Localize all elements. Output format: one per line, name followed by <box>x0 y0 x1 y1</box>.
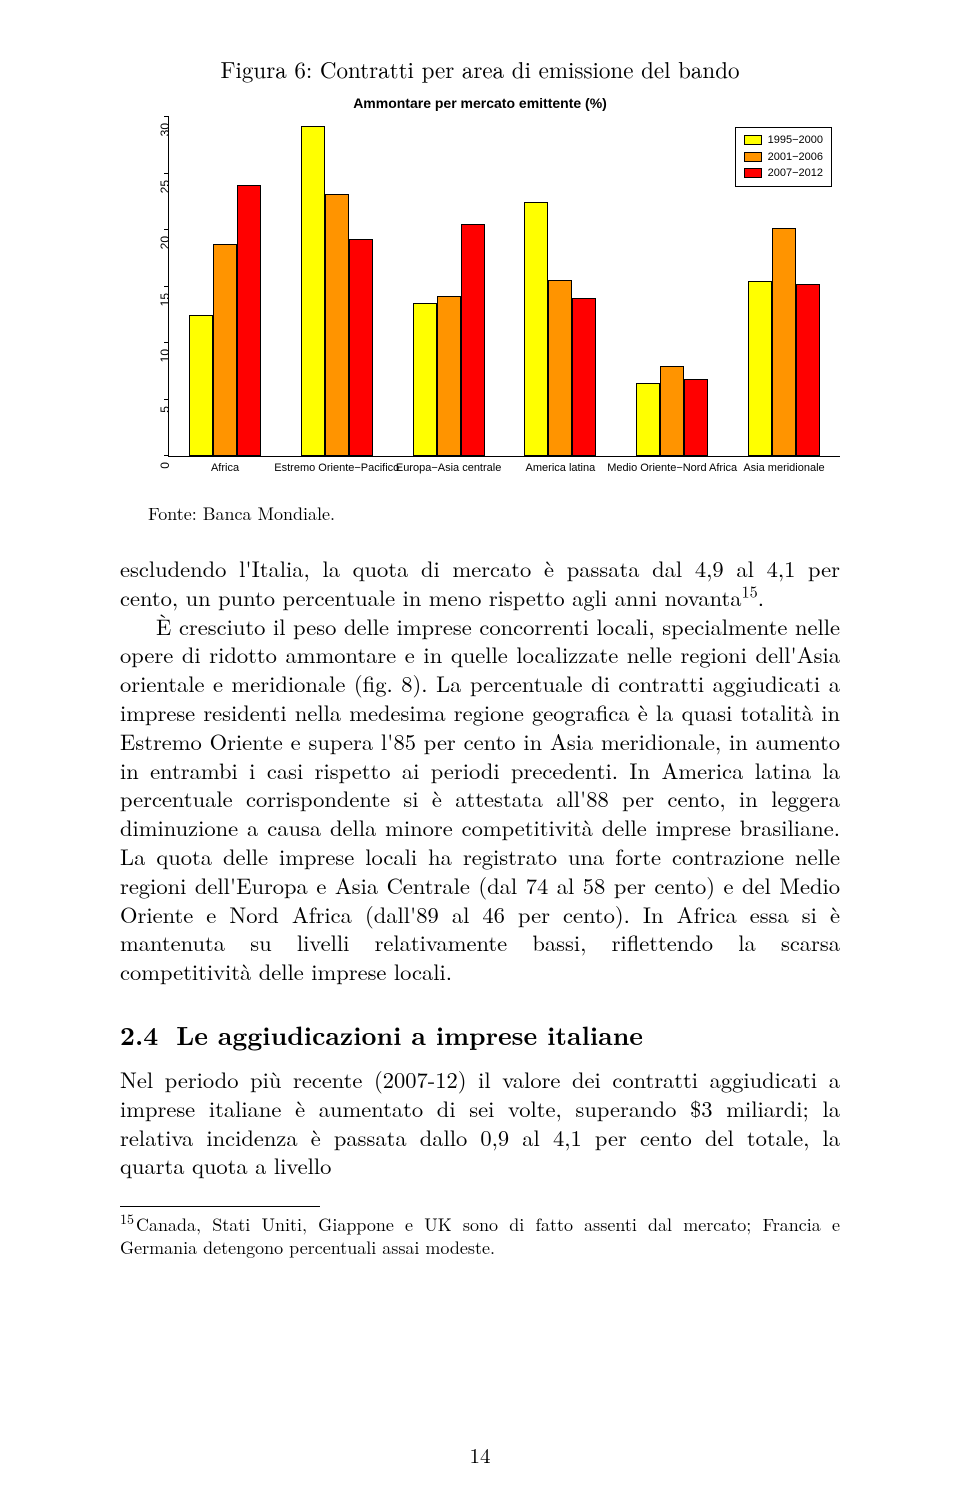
legend-label: 2007−2012 <box>768 165 823 182</box>
legend-swatch <box>744 152 762 162</box>
legend-label: 1995−2000 <box>768 132 823 149</box>
y-tick-label: 30 <box>158 123 172 143</box>
bar <box>213 244 237 456</box>
bar <box>524 202 548 456</box>
x-tick-label: America latina <box>526 462 596 474</box>
page-number: 14 <box>0 1440 960 1470</box>
bar-group: Africa <box>189 185 261 456</box>
section-heading: 2.4 Le aggiudicazioni a imprese italiane <box>120 1016 840 1053</box>
bar <box>437 296 461 456</box>
legend-label: 2001−2006 <box>768 149 823 166</box>
footnote-15: 15Canada, Stati Uniti, Giappone e UK son… <box>120 1211 840 1259</box>
figure-source: Fonte: Banca Mondiale. <box>148 501 840 526</box>
bar <box>772 228 796 456</box>
bar <box>349 239 373 456</box>
paragraph-1a: escludendo l'Italia, la quota di mercato… <box>120 552 840 613</box>
footnote-rule <box>120 1206 320 1207</box>
footnote-mark: 15 <box>120 1209 134 1229</box>
bar-group: Asia meridionale <box>748 228 820 456</box>
footnote-ref-15: 15 <box>742 579 758 602</box>
y-tick-label: 5 <box>158 406 172 426</box>
bar-group: America latina <box>524 202 596 456</box>
bar <box>301 126 325 456</box>
body-text: escludendo l'Italia, la quota di mercato… <box>120 554 840 986</box>
figure-caption: Figura 6: Contratti per area di emission… <box>120 52 840 85</box>
legend-item: 2001−2006 <box>744 149 823 166</box>
bar <box>461 224 485 456</box>
bar <box>413 303 437 456</box>
bar <box>748 281 772 456</box>
y-tick-label: 15 <box>158 293 172 313</box>
paragraph-2: È cresciuto il peso delle imprese concor… <box>120 612 840 986</box>
legend-item: 1995−2000 <box>744 132 823 149</box>
x-tick-label: Europa−Asia centrale <box>396 462 501 474</box>
y-tick-label: 25 <box>158 180 172 200</box>
x-tick-label: Medio Oriente−Nord Africa <box>607 462 737 474</box>
x-tick-label: Asia meridionale <box>743 462 824 474</box>
bar-group: Estremo Oriente−Pacifico <box>301 126 373 456</box>
chart-title: Ammontare per mercato emittente (%) <box>120 95 840 111</box>
x-tick-label: Estremo Oriente−Pacifico <box>274 462 399 474</box>
bar-group: Medio Oriente−Nord Africa <box>636 366 708 456</box>
bar-chart: 0 5 10 15 20 25 30 Africa Estremo Oriente−Pacifi… <box>140 117 840 487</box>
bar <box>548 280 572 456</box>
bar <box>325 194 349 456</box>
bar <box>636 383 660 456</box>
bar <box>189 315 213 456</box>
footnote-text: Canada, Stati Uniti, Giappone e UK sono … <box>120 1212 840 1260</box>
section-number: 2.4 <box>120 1016 158 1053</box>
section-body: Nel periodo più recente (2007-12) il val… <box>120 1065 840 1180</box>
chart-legend: 1995−20002001−20062007−2012 <box>735 127 832 187</box>
x-tick-label: Africa <box>211 462 239 474</box>
bar-group: Europa−Asia centrale <box>413 224 485 456</box>
bar <box>237 185 261 456</box>
paragraph-1b: . <box>758 581 764 613</box>
y-tick-label: 0 <box>158 462 172 482</box>
bar <box>572 298 596 456</box>
bar <box>660 366 684 456</box>
legend-item: 2007−2012 <box>744 165 823 182</box>
bar <box>684 379 708 456</box>
y-tick-label: 20 <box>158 236 172 256</box>
section-title: Le aggiudicazioni a imprese italiane <box>176 1016 643 1053</box>
legend-swatch <box>744 135 762 145</box>
legend-swatch <box>744 168 762 178</box>
y-tick-label: 10 <box>158 349 172 369</box>
bar <box>796 284 820 456</box>
